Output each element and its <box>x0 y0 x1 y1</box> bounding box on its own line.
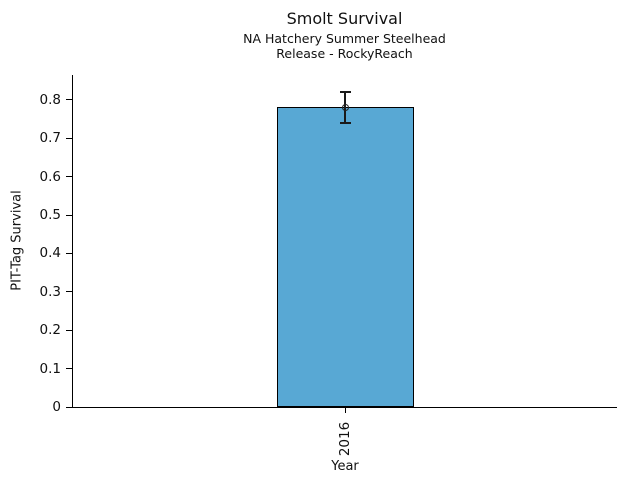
x-tick-label-container: 2016 <box>325 418 365 459</box>
y-tick-label: 0.5 <box>39 207 61 223</box>
y-axis-tick <box>66 214 72 216</box>
y-axis-tick <box>66 99 72 101</box>
y-axis-tick <box>66 406 72 408</box>
y-axis-tick <box>66 291 72 293</box>
bar-2016 <box>276 107 414 407</box>
y-axis-tick <box>66 252 72 254</box>
y-tick-label: 0.8 <box>39 91 61 108</box>
x-tick-label: 2016 <box>336 421 353 456</box>
chart-subtitle-line1: NA Hatchery Summer Steelhead <box>243 31 446 46</box>
y-tick-label: 0.2 <box>39 322 61 339</box>
x-axis-tick <box>344 408 346 413</box>
y-tick-label: 0.3 <box>39 283 61 300</box>
y-tick-label: 0.7 <box>39 130 61 147</box>
y-tick-label: 0 <box>52 399 61 415</box>
error-bar-cap-bottom <box>339 122 351 124</box>
x-axis-label: Year <box>331 459 359 474</box>
y-tick-label: 0.4 <box>39 245 61 262</box>
y-tick-label: 0.6 <box>39 168 61 185</box>
y-axis-tick <box>66 176 72 178</box>
y-axis-tick <box>66 137 72 139</box>
error-bar-cap-top <box>339 91 351 93</box>
point-estimate-marker <box>341 103 349 111</box>
y-axis-tick <box>66 368 72 370</box>
chart-subtitle-line2: Release - RockyReach <box>276 46 413 61</box>
y-tick-label: 0.1 <box>39 360 61 377</box>
y-axis-tick <box>66 329 72 331</box>
plot-area: 0 0.1 0.2 0.3 0.4 0.5 0.6 0.7 0.8 <box>40 75 617 415</box>
chart-title: Smolt Survival <box>286 9 403 28</box>
